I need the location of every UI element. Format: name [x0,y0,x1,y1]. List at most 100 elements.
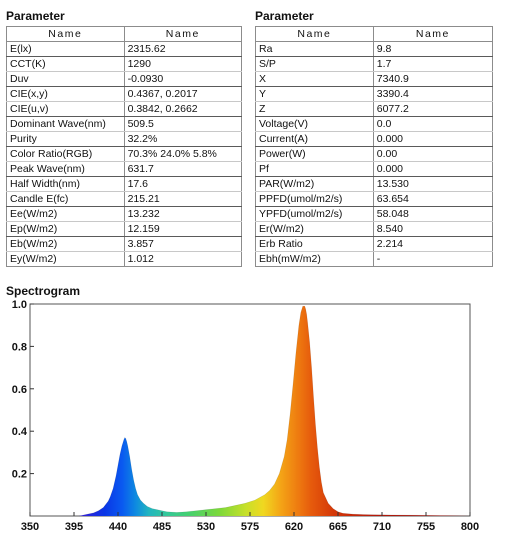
parameter-name: CCT(K) [6,56,125,72]
parameter-value: 13.530 [372,176,494,192]
x-tick-label: 395 [65,521,83,533]
parameter-name: Half Width(nm) [6,176,125,192]
parameter-name: Ra [255,41,374,57]
right-table-row: Y 3390.4 [255,86,494,102]
parameter-name: Candle E(fc) [6,191,125,207]
parameter-value: 3390.4 [372,86,494,102]
parameter-name: Ee(W/m2) [6,206,125,222]
left-table-row: Eb(W/m2) 3.857 [6,236,243,252]
left-table-row: CCT(K) 1290 [6,56,243,72]
right-parameter-table: Name Name Ra 9.8 S/P 1.7 X 7340.9 Y 3390.4 Z 6077… [255,26,494,267]
parameter-value: 0.00 [372,146,494,162]
x-tick-label: 530 [197,521,215,533]
right-table-row: Ra 9.8 [255,41,494,57]
parameter-value: 215.21 [123,191,243,207]
left-table-row: Ey(W/m2) 1.012 [6,251,243,267]
y-tick-label: 0.4 [12,426,28,438]
y-tick-label: 1.0 [12,299,27,311]
left-table-row: Purity 32.2% [6,131,243,147]
right-table-row: PAR(W/m2) 13.530 [255,176,494,192]
parameter-value: 0.0 [372,116,494,132]
column-header-name: Name [6,26,125,42]
left-table-row: Ee(W/m2) 13.232 [6,206,243,222]
y-tick-label: 0.6 [12,384,27,396]
left-parameter-table: Name Name E(lx) 2315.62 CCT(K) 1290 Duv -0.09… [6,26,243,267]
parameter-value: 58.048 [372,206,494,222]
parameter-name: Duv [6,71,125,87]
spectrogram-chart: 0.2 0.4 0.6 0.8 1.0 350 395 440 485 530 575 620 665 7… [12,299,479,533]
x-tick-label: 800 [461,521,479,533]
parameter-value: - [372,251,494,267]
parameter-name: Pf [255,161,374,177]
parameter-value: 17.6 [123,176,243,192]
left-table-row: Peak Wave(nm) 631.7 [6,161,243,177]
parameter-name: Current(A) [255,131,374,147]
parameter-value: -0.0930 [123,71,243,87]
parameter-name: CIE(x,y) [6,86,125,102]
parameter-name: Color Ratio(RGB) [6,146,125,162]
left-table-row: CIE(u,v) 0.3842, 0.2662 [6,101,243,117]
parameter-value: 12.159 [123,221,243,237]
x-tick-label: 710 [373,521,391,533]
parameter-value: 0.000 [372,131,494,147]
parameter-value: 1290 [123,56,243,72]
parameter-name: Peak Wave(nm) [6,161,125,177]
parameter-name: Y [255,86,374,102]
parameter-name: S/P [255,56,374,72]
right-table-row: YPFD(umol/m2/s) 58.048 [255,206,494,222]
parameter-value: 32.2% [123,131,243,147]
x-tick-label: 350 [21,521,39,533]
chart-title: Spectrogram [6,284,81,298]
plot-frame [29,303,471,517]
column-header-value: Name [123,26,243,42]
parameter-name: Ebh(mW/m2) [255,251,374,267]
parameter-value: 63.654 [372,191,494,207]
parameter-value: 2.214 [372,236,494,252]
parameter-value: 0.4367, 0.2017 [123,86,243,102]
parameter-name: X [255,71,374,87]
right-table-row: Current(A) 0.000 [255,131,494,147]
parameter-value: 509.5 [123,116,243,132]
parameter-value: 13.232 [123,206,243,222]
column-header-value: Name [372,26,494,42]
parameter-value: 0.3842, 0.2662 [123,101,243,117]
left-table-row: Candle E(fc) 215.21 [6,191,243,207]
right-table-row: S/P 1.7 [255,56,494,72]
left-panel-title: Parameter [6,9,65,23]
parameter-name: PPFD(umol/m2/s) [255,191,374,207]
right-table-row: Er(W/m2) 8.540 [255,221,494,237]
parameter-value: 0.000 [372,161,494,177]
x-tick-label: 755 [417,521,435,533]
x-tick-label: 440 [109,521,127,533]
spectrum-line [78,305,471,517]
parameter-name: E(lx) [6,41,125,57]
parameter-value: 9.8 [372,41,494,57]
parameter-value: 8.540 [372,221,494,237]
parameter-value: 1.7 [372,56,494,72]
parameter-value: 1.012 [123,251,243,267]
left-table-row: Ep(W/m2) 12.159 [6,221,243,237]
left-table-header: Name Name [6,26,243,42]
left-table-row: CIE(x,y) 0.4367, 0.2017 [6,86,243,102]
y-tick-label: 0.2 [12,469,27,481]
column-header-name: Name [255,26,374,42]
parameter-name: Ey(W/m2) [6,251,125,267]
parameter-value: 7340.9 [372,71,494,87]
right-table-row: PPFD(umol/m2/s) 63.654 [255,191,494,207]
parameter-name: Erb Ratio [255,236,374,252]
parameter-value: 70.3% 24.0% 5.8% [123,146,243,162]
right-table-header: Name Name [255,26,494,42]
parameter-name: Dominant Wave(nm) [6,116,125,132]
parameter-name: YPFD(umol/m2/s) [255,206,374,222]
right-table-row: X 7340.9 [255,71,494,87]
left-table-row: Half Width(nm) 17.6 [6,176,243,192]
parameter-name: Eb(W/m2) [6,236,125,252]
y-tick-label: 0.8 [12,341,27,353]
spectrum-area [78,306,470,516]
x-tick-label: 620 [285,521,303,533]
parameter-name: Power(W) [255,146,374,162]
x-tick-label: 575 [241,521,259,533]
parameter-name: CIE(u,v) [6,101,125,117]
right-panel-title: Parameter [255,9,314,23]
parameter-name: Z [255,101,374,117]
